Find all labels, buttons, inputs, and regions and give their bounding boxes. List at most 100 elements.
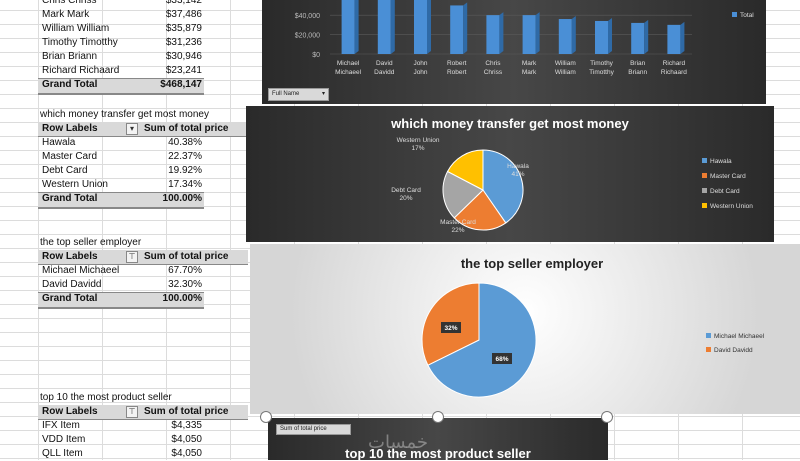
x-tick-label: Richard	[663, 60, 686, 67]
table-row-value[interactable]: $4,050	[171, 448, 202, 459]
legend-swatch	[732, 12, 737, 17]
pie-slice	[482, 149, 524, 224]
grand-total-value[interactable]: 100.00%	[162, 293, 202, 304]
x-tick-label: Richaard	[661, 69, 687, 76]
legend-swatch	[702, 203, 707, 208]
data-label: 32%	[444, 325, 457, 332]
table4-header-label[interactable]: Row Labels	[42, 406, 98, 417]
table2-title[interactable]: which money transfer get most money	[40, 109, 209, 120]
pie-chart-transfer-panel[interactable]: which money transfer get most money Hawal…	[246, 106, 774, 242]
table-row-label[interactable]: Master Card	[42, 151, 98, 162]
grand-total-value[interactable]: $468,147	[160, 79, 202, 90]
legend-swatch	[702, 188, 707, 193]
x-tick-label: Davidd	[374, 69, 395, 76]
table2-header-label[interactable]: Row Labels	[42, 123, 98, 134]
data-label: Hawala	[507, 163, 529, 170]
table3-header	[38, 250, 248, 265]
bar	[377, 0, 395, 54]
y-tick-label: $60,000	[295, 0, 320, 1]
grand-total-label[interactable]: Grand Total	[42, 79, 98, 90]
table-row-label[interactable]: Richard Richaard	[42, 65, 120, 76]
table-row-value[interactable]: $30,946	[165, 51, 202, 62]
table-row-value[interactable]: $23,241	[165, 65, 202, 76]
pie-chart-employer: the top seller employer 68% 32% Michael Mic…	[421, 256, 765, 398]
chart-filter-button[interactable]: Sum of total price	[276, 424, 351, 435]
legend-label: Michael Michaeel	[714, 333, 765, 340]
data-label: 68%	[495, 356, 508, 363]
bar	[631, 19, 649, 55]
bar	[522, 12, 540, 55]
grand-total-row	[38, 292, 204, 309]
table-row-value[interactable]: 17.34%	[168, 179, 202, 190]
table4-title[interactable]: top 10 the most product seller	[40, 392, 172, 403]
resize-handle[interactable]	[601, 411, 613, 423]
table-row-label[interactable]: David Davidd	[42, 279, 102, 290]
x-tick-label: William	[555, 60, 576, 67]
table-row-value[interactable]: 32.30%	[168, 279, 202, 290]
table-row-value[interactable]: 22.37%	[168, 151, 202, 162]
bar-chart-panel[interactable]: $0 $20,000 $40,000 $60,000 Michael Michaeel Da…	[262, 0, 766, 104]
pie-chart-employer-panel[interactable]: the top seller employer 68% 32% Michael Mic…	[250, 244, 800, 414]
chart-filter-button[interactable]: Full Name ▾	[268, 88, 329, 101]
table-row-label[interactable]: Hawala	[42, 137, 76, 148]
resize-handle[interactable]	[432, 411, 444, 423]
table-row-value[interactable]: 40.38%	[168, 137, 202, 148]
legend-label: David Davidd	[714, 347, 753, 354]
pie-chart-transfer: which money transfer get most money Hawal…	[390, 116, 753, 234]
table-row-value[interactable]: $4,335	[171, 420, 202, 431]
pie-slice	[427, 282, 537, 398]
table2-header-value[interactable]: Sum of total price	[144, 123, 229, 134]
table-row-value[interactable]: $4,050	[171, 434, 202, 445]
table-row-label[interactable]: Brian Briann	[42, 51, 98, 62]
legend-label: Hawala	[710, 158, 732, 165]
table-row-label[interactable]: QLL Item	[42, 448, 83, 459]
bar	[414, 0, 431, 54]
legend-label: Master Card	[710, 173, 746, 180]
table-row-label[interactable]: IFX Item	[42, 420, 80, 431]
x-tick-label: Mark	[522, 69, 537, 76]
bar	[595, 17, 612, 54]
table-row-label[interactable]: Michael Michaeel	[42, 265, 120, 276]
data-label: Western Union	[397, 137, 440, 144]
table4-header	[38, 405, 248, 420]
table2-header	[38, 122, 248, 137]
table-row-value[interactable]: $33,142	[165, 0, 202, 6]
x-tick-label: William	[555, 69, 576, 76]
grand-total-row	[38, 78, 204, 95]
filter-dropdown-icon[interactable]: ▾	[126, 123, 138, 135]
table3-title[interactable]: the top seller employer	[40, 237, 142, 248]
x-tick-label: John	[413, 60, 427, 67]
table-row-value[interactable]: $35,879	[165, 23, 202, 34]
table-row-label[interactable]: Western Union	[42, 179, 108, 190]
pie-slice	[446, 149, 484, 191]
legend-label: Western Union	[710, 203, 753, 210]
grand-total-label[interactable]: Grand Total	[42, 193, 98, 204]
x-tick-label: Timothy	[590, 60, 614, 67]
table-row-value[interactable]: 67.70%	[168, 265, 202, 276]
table-row-label[interactable]: William William	[42, 23, 110, 34]
grand-total-value[interactable]: 100.00%	[162, 193, 202, 204]
x-tick-label: Brian	[630, 60, 646, 67]
table-row-value[interactable]: $31,236	[165, 37, 202, 48]
table-row-value[interactable]: 19.92%	[168, 165, 202, 176]
table4-header-value[interactable]: Sum of total price	[144, 406, 229, 417]
table3-header-value[interactable]: Sum of total price	[144, 251, 229, 262]
table-row-label[interactable]: Debt Card	[42, 165, 88, 176]
table-row-label[interactable]: Chris Chriss	[42, 0, 97, 6]
data-label: Master Card	[440, 219, 476, 226]
grand-total-label[interactable]: Grand Total	[42, 293, 98, 304]
pie-slice	[442, 170, 484, 219]
resize-handle[interactable]	[260, 411, 272, 423]
filter-active-icon[interactable]: ⊤	[126, 251, 138, 263]
watermark: خمسات	[368, 432, 429, 453]
table3-header-label[interactable]: Row Labels	[42, 251, 98, 262]
product-chart-panel[interactable]: Sum of total price top 10 the most produ…	[268, 418, 608, 461]
data-label: 41%	[511, 171, 524, 178]
table-row-label[interactable]: Timothy Timotthy	[42, 37, 118, 48]
table-row-label[interactable]: VDD Item	[42, 434, 86, 445]
table-row-label[interactable]: Mark Mark	[42, 9, 90, 20]
table-row-value[interactable]: $37,486	[165, 9, 202, 20]
data-label: Debt Card	[391, 187, 421, 194]
filter-active-icon[interactable]: ⊤	[126, 406, 138, 418]
x-tick-label: Chriss	[484, 69, 503, 76]
